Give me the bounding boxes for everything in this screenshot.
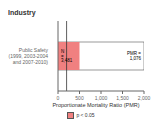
html-text:Industry: Industry bbox=[8, 9, 36, 16]
svg-text:1,500: 1,500 bbox=[116, 95, 129, 101]
svg-text:Public Safety(1999, 2003-2004a: Public Safety(1999, 2003-2004and 2007-20… bbox=[9, 47, 49, 65]
svg-text:2,000: 2,000 bbox=[138, 95, 151, 101]
html-text:p < 0.05: p < 0.05 bbox=[76, 112, 95, 118]
html-text:Proportionate Mortality Ratio: Proportionate Mortality Ratio (PMR) bbox=[52, 102, 140, 108]
svg-text:1,000: 1,000 bbox=[95, 95, 108, 101]
svg-text:500: 500 bbox=[75, 95, 84, 101]
svg-text:PMR =1,076: PMR =1,076 bbox=[127, 51, 141, 61]
svg-text:0: 0 bbox=[57, 95, 60, 101]
svg-text:N=3,481: N=3,481 bbox=[61, 49, 73, 63]
